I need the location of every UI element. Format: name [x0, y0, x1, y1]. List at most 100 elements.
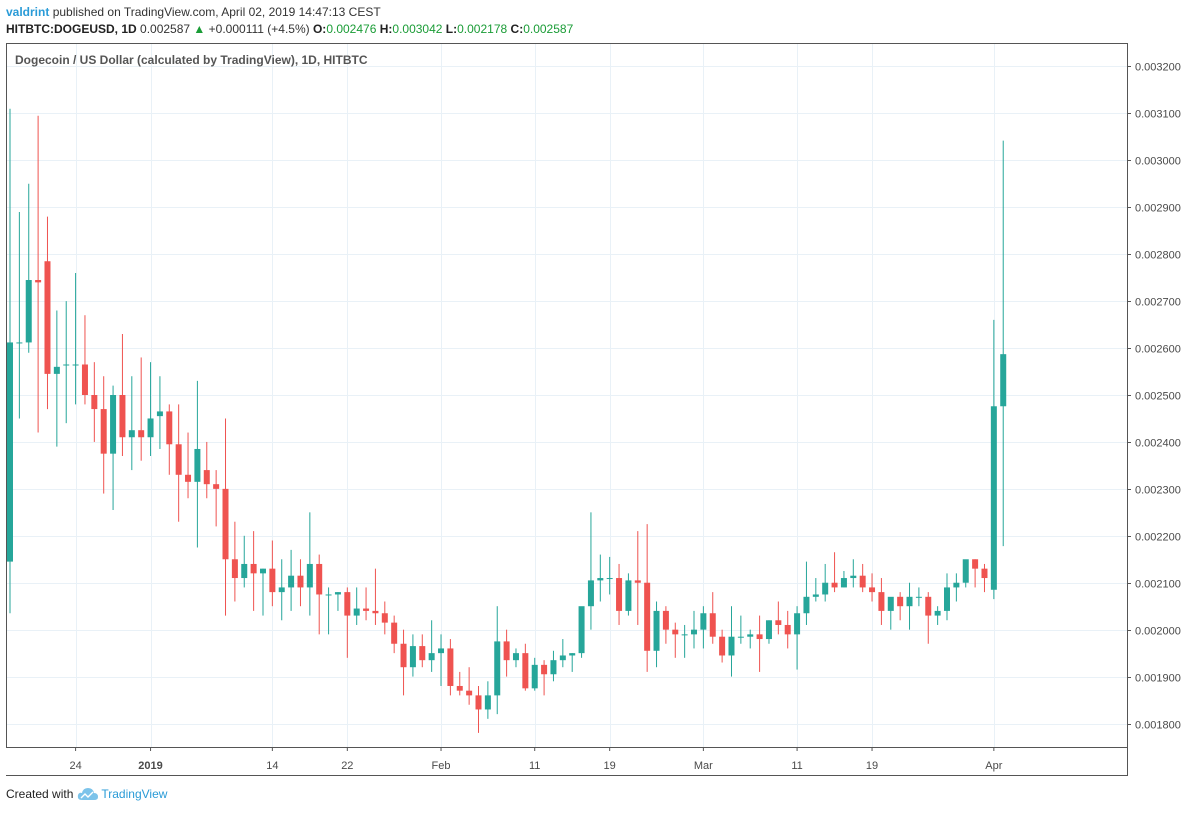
candle[interactable] [812, 578, 819, 602]
candle[interactable] [606, 556, 613, 595]
candle[interactable] [925, 592, 932, 644]
candle[interactable] [794, 606, 801, 670]
candle[interactable] [7, 108, 13, 614]
candle[interactable] [63, 301, 70, 424]
candle[interactable] [662, 606, 669, 644]
chart-container[interactable]: 0.001800 0.001900 0.002000 0.002100 0.002200… [6, 43, 1191, 776]
candle[interactable] [550, 650, 557, 682]
candle[interactable] [756, 615, 763, 672]
candle[interactable] [288, 549, 295, 611]
candle[interactable] [869, 573, 876, 602]
candle[interactable] [222, 418, 229, 616]
candle[interactable] [25, 183, 32, 353]
candle[interactable] [466, 667, 473, 705]
candle[interactable] [35, 115, 42, 433]
candle[interactable] [400, 629, 407, 696]
tradingview-brand[interactable]: TradingView [101, 787, 168, 801]
candle[interactable] [541, 660, 548, 696]
candle[interactable] [203, 441, 210, 499]
candle[interactable] [475, 685, 482, 733]
candle[interactable] [325, 587, 332, 635]
candle[interactable] [16, 211, 23, 419]
candle[interactable] [110, 385, 117, 510]
candle[interactable] [625, 573, 632, 616]
candle[interactable] [194, 380, 201, 548]
candle[interactable] [972, 559, 979, 588]
candle[interactable] [831, 552, 838, 593]
candle[interactable] [522, 643, 529, 691]
candle[interactable] [44, 216, 51, 410]
candle[interactable] [438, 634, 445, 686]
candle[interactable] [250, 531, 257, 611]
candle[interactable] [381, 601, 388, 635]
candle[interactable] [765, 620, 772, 644]
candle[interactable] [934, 606, 941, 625]
candle[interactable] [419, 634, 426, 668]
candle[interactable] [213, 470, 220, 527]
candle[interactable] [231, 521, 238, 602]
candle[interactable] [306, 512, 313, 616]
candle[interactable] [175, 404, 182, 522]
candle[interactable] [747, 629, 754, 649]
candle[interactable] [840, 571, 847, 588]
candle[interactable] [728, 606, 735, 677]
candle[interactable] [653, 601, 660, 668]
candle[interactable] [91, 362, 98, 442]
candle[interactable] [906, 582, 913, 630]
candle[interactable] [859, 563, 866, 593]
candle[interactable] [784, 610, 791, 649]
candle[interactable] [944, 573, 950, 621]
candle[interactable] [822, 563, 829, 602]
candle[interactable] [185, 432, 192, 499]
candle[interactable] [578, 606, 585, 658]
candle[interactable] [737, 615, 744, 644]
candle[interactable] [531, 657, 538, 691]
candle[interactable] [409, 634, 416, 677]
candle[interactable] [953, 573, 960, 602]
candle[interactable] [962, 559, 969, 588]
candle[interactable] [587, 512, 594, 630]
candle[interactable] [634, 531, 641, 625]
candle[interactable] [494, 606, 501, 715]
candle[interactable] [775, 601, 782, 635]
candle[interactable] [981, 563, 988, 593]
candle[interactable] [269, 540, 276, 607]
candle[interactable] [597, 554, 604, 602]
candle[interactable] [391, 615, 398, 654]
candle[interactable] [700, 606, 707, 649]
candle[interactable] [512, 648, 519, 668]
candle[interactable] [915, 587, 922, 607]
candle[interactable] [887, 596, 894, 630]
candle[interactable] [559, 639, 566, 668]
candle[interactable] [878, 578, 885, 625]
candle[interactable] [128, 376, 135, 471]
candle[interactable] [484, 681, 491, 719]
candle[interactable] [334, 592, 341, 611]
candle[interactable] [81, 315, 88, 405]
candle[interactable] [691, 610, 698, 649]
candle[interactable] [672, 622, 679, 658]
candle[interactable] [259, 568, 266, 616]
candle[interactable] [644, 524, 651, 672]
candle[interactable] [1000, 140, 1007, 547]
candle[interactable] [156, 376, 163, 449]
candle[interactable] [503, 629, 510, 677]
candle[interactable] [850, 559, 857, 588]
candle[interactable] [278, 559, 285, 621]
candle[interactable] [372, 568, 379, 625]
candle[interactable] [990, 319, 997, 600]
candlestick-chart[interactable]: 0.001800 0.001900 0.002000 0.002100 0.002200… [6, 43, 1191, 776]
candle[interactable] [897, 592, 904, 621]
candle[interactable] [719, 629, 726, 663]
candle[interactable] [100, 376, 107, 494]
candle[interactable] [138, 357, 145, 461]
candle[interactable] [53, 310, 60, 447]
candle[interactable] [72, 272, 79, 405]
candle[interactable] [569, 653, 576, 672]
candle[interactable] [428, 620, 435, 672]
candle[interactable] [166, 404, 173, 475]
candle[interactable] [297, 559, 304, 607]
candle[interactable] [709, 592, 716, 644]
candle[interactable] [681, 624, 688, 658]
candle[interactable] [353, 587, 360, 625]
